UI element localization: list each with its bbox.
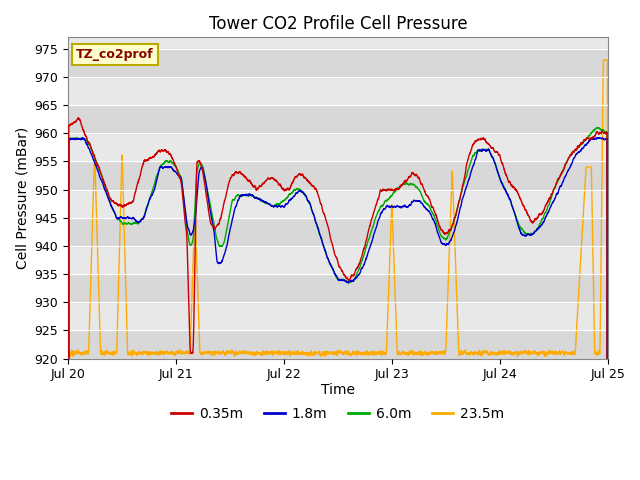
Bar [68,133,607,161]
Bar [68,77,607,105]
Bar [68,190,607,218]
Bar [68,246,607,274]
Bar [68,274,607,302]
Legend: 0.35m, 1.8m, 6.0m, 23.5m: 0.35m, 1.8m, 6.0m, 23.5m [166,401,510,426]
Title: Tower CO2 Profile Cell Pressure: Tower CO2 Profile Cell Pressure [209,15,467,33]
Bar [68,331,607,359]
Bar [68,302,607,331]
Y-axis label: Cell Pressure (mBar): Cell Pressure (mBar) [15,127,29,269]
X-axis label: Time: Time [321,383,355,397]
Bar [68,105,607,133]
Bar [68,48,607,77]
Bar [68,218,607,246]
Bar [68,161,607,190]
Text: TZ_co2prof: TZ_co2prof [76,48,154,61]
